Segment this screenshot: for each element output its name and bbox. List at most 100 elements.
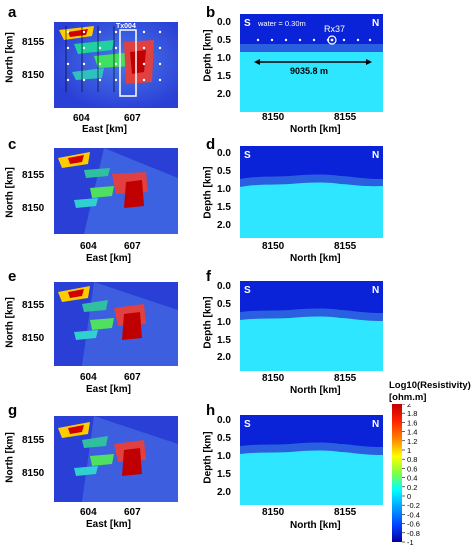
panel-f-ytick-4: 2.0 xyxy=(217,352,231,363)
panel-d-ytick-4: 2.0 xyxy=(217,220,231,231)
colorbar-tick-label: 0 xyxy=(407,492,411,501)
panel-c-map xyxy=(54,148,178,234)
panel-h-south: S xyxy=(244,419,251,430)
panel-a-ytick-1: 8155 xyxy=(22,37,45,48)
colorbar-tick-label: 2 xyxy=(407,404,411,409)
panel-h-north: N xyxy=(372,419,379,430)
colorbar-tick-label: -1 xyxy=(407,538,414,546)
colorbar-tick-label: 1 xyxy=(407,446,411,455)
panel-g-xtick-2: 607 xyxy=(124,507,141,518)
panel-a-xtick-2: 607 xyxy=(124,113,141,124)
panel-g-letter: g xyxy=(8,402,18,419)
panel-a-ylabel: North [km] xyxy=(4,32,16,83)
panel-f-ytick-0: 0.0 xyxy=(217,281,231,292)
panel-b-ytick-0: 0.0 xyxy=(217,17,231,28)
panel-a-map: Tx004 xyxy=(54,22,178,108)
panel-f-south: S xyxy=(244,285,251,296)
panel-h-ylabel: Depth [km] xyxy=(202,431,214,484)
panel-e-letter: e xyxy=(8,268,17,285)
panel-h-section: S N xyxy=(240,415,383,505)
panel-c-ytick-2: 8150 xyxy=(22,203,45,214)
panel-b-south: S xyxy=(244,18,251,29)
colorbar-tick-label: 1.4 xyxy=(407,428,417,437)
panel-b-section: 9035.8 m Rx37 S N water = 0.30m xyxy=(240,14,383,112)
colorbar-ticks: 21.81.61.41.210.80.60.40.20-0.2-0.4-0.6-… xyxy=(402,404,420,546)
colorbar-tick-label: -0.6 xyxy=(407,520,420,529)
panel-h-ytick-4: 2.0 xyxy=(217,487,231,498)
panel-a-xtick-1: 604 xyxy=(73,113,90,124)
panel-d-section: S N xyxy=(240,146,383,238)
panel-f-xtick-1: 8150 xyxy=(262,373,285,384)
panel-c-ytick-1: 8155 xyxy=(22,170,45,181)
panel-d-xtick-1: 8150 xyxy=(262,241,285,252)
colorbar-tick-label: 0.4 xyxy=(407,474,417,483)
panel-d-xtick-2: 8155 xyxy=(334,241,357,252)
panel-e-ylabel: North [km] xyxy=(4,297,16,348)
panel-f-ytick-1: 0.5 xyxy=(217,299,231,310)
colorbar-title-line2: [ohm.m] xyxy=(389,392,427,403)
panel-a-ytick-2: 8150 xyxy=(22,70,45,81)
panel-e-xtick-2: 607 xyxy=(124,372,141,383)
panel-f-letter: f xyxy=(206,268,211,285)
panel-h-xtick-2: 8155 xyxy=(334,507,357,518)
colorbar-tick-label: -0.2 xyxy=(407,501,420,510)
colorbar-tick-label: -0.4 xyxy=(407,510,420,519)
colorbar-tick-label: 0.2 xyxy=(407,483,417,492)
panel-g-ytick-1: 8155 xyxy=(22,435,45,446)
panel-b-distance: 9035.8 m xyxy=(290,66,328,76)
panel-b-xtick-1: 8150 xyxy=(262,112,285,123)
panel-g-map xyxy=(54,416,178,502)
colorbar-title-line1: Log10(Resistivity) xyxy=(389,380,471,391)
panel-d-xlabel: North [km] xyxy=(290,253,341,264)
panel-b-ytick-4: 2.0 xyxy=(217,89,231,100)
panel-b-ytick-3: 1.5 xyxy=(217,71,231,82)
panel-f-ytick-2: 1.0 xyxy=(217,317,231,328)
panel-b-ytick-2: 1.0 xyxy=(217,53,231,64)
panel-a-letter: a xyxy=(8,4,17,21)
panel-g-ytick-2: 8150 xyxy=(22,468,45,479)
panel-d-ytick-2: 1.0 xyxy=(217,184,231,195)
panel-h-ytick-1: 0.5 xyxy=(217,433,231,444)
panel-f-ytick-3: 1.5 xyxy=(217,335,231,346)
panel-e-xlabel: East [km] xyxy=(86,384,132,395)
panel-h-xtick-1: 8150 xyxy=(262,507,285,518)
colorbar-gradient xyxy=(392,404,402,542)
colorbar-tick-label: 1.8 xyxy=(407,409,417,418)
panel-h-ytick-2: 1.0 xyxy=(217,451,231,462)
panel-e-map xyxy=(54,282,178,366)
colorbar-tick-label: -0.8 xyxy=(407,529,420,538)
colorbar-tick-label: 0.8 xyxy=(407,455,417,464)
panel-e-ytick-2: 8150 xyxy=(22,333,45,344)
panel-c-xtick-2: 607 xyxy=(124,241,141,252)
colorbar-tick-label: 1.2 xyxy=(407,437,417,446)
panel-c-ylabel: North [km] xyxy=(4,167,16,218)
panel-d-north: N xyxy=(372,150,379,161)
panel-f-ylabel: Depth [km] xyxy=(202,296,214,349)
panel-h-xlabel: North [km] xyxy=(290,520,341,531)
colorbar: 21.81.61.41.210.80.60.40.20-0.2-0.4-0.6-… xyxy=(392,404,420,546)
colorbar-tick-label: 0.6 xyxy=(407,464,417,473)
panel-d-ytick-0: 0.0 xyxy=(217,148,231,159)
panel-d-ytick-1: 0.5 xyxy=(217,166,231,177)
panel-f-section: S N xyxy=(240,281,383,371)
panel-g-ylabel: North [km] xyxy=(4,432,16,483)
panel-h-letter: h xyxy=(206,402,216,419)
panel-b-rx-label: Rx37 xyxy=(324,24,345,34)
panel-f-north: N xyxy=(372,285,379,296)
panel-e-ytick-1: 8155 xyxy=(22,300,45,311)
panel-b-letter: b xyxy=(206,4,216,21)
panel-b-water: water = 0.30m xyxy=(257,19,306,28)
panel-a-xlabel: East [km] xyxy=(82,124,128,135)
panel-d-ytick-3: 1.5 xyxy=(217,202,231,213)
panel-c-xtick-1: 604 xyxy=(80,241,97,252)
colorbar-tick-label: 1.6 xyxy=(407,418,417,427)
panel-e-xtick-1: 604 xyxy=(80,372,97,383)
panel-a-tx-label: Tx004 xyxy=(116,23,136,30)
panel-c-letter: c xyxy=(8,136,17,153)
panel-d-south: S xyxy=(244,150,251,161)
panel-d-ylabel: Depth [km] xyxy=(202,166,214,219)
panel-b-ylabel: Depth [km] xyxy=(202,29,214,82)
panel-h-ytick-3: 1.5 xyxy=(217,469,231,480)
panel-h-ytick-0: 0.0 xyxy=(217,415,231,426)
panel-b-north: N xyxy=(372,18,379,29)
